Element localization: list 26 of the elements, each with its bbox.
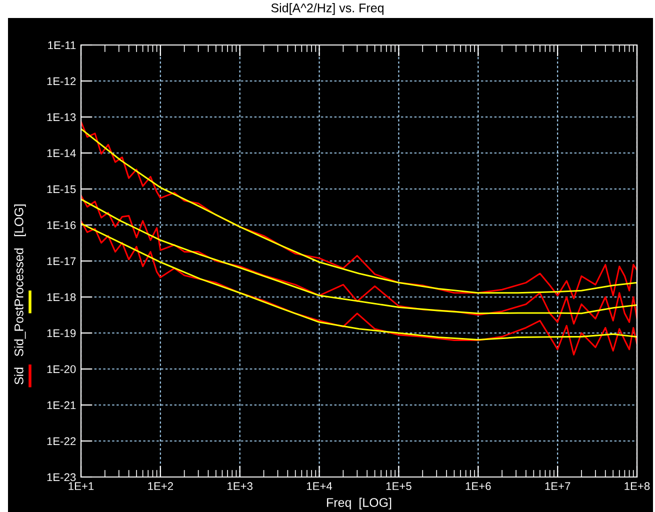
x-tick-label: 1E+7 (545, 482, 570, 490)
y-tick-label: 1E-13 (47, 113, 76, 122)
y-tick-label: 1E-19 (47, 329, 76, 338)
x-axis-title: Freq [LOG] (327, 498, 392, 510)
y-tick-label: 1E-18 (47, 293, 76, 302)
y-tick-label: 1E-21 (47, 401, 76, 410)
y-tick-label: 1E-20 (47, 365, 76, 374)
x-tick-label: 1E+4 (307, 482, 332, 490)
x-tick-label: 1E+8 (624, 482, 650, 490)
x-tick-label: 1E+6 (466, 482, 491, 490)
legend-label: Sid (14, 368, 24, 384)
legend-label: Sid_PostProcessed (14, 248, 26, 356)
y-tick-label: 1E-12 (47, 77, 76, 86)
x-tick-label: 1E+2 (148, 482, 173, 490)
y-tick-label: 1E-17 (47, 257, 76, 266)
x-tick-label: 1E+3 (228, 482, 252, 490)
y-tick-label: 1E-23 (47, 473, 76, 482)
x-tick-label: 1E+5 (386, 482, 412, 490)
y-tick-label: 1E-11 (48, 41, 76, 50)
y-axis-title: [LOG] (14, 204, 26, 236)
y-tick-label: 1E-15 (47, 185, 76, 194)
y-tick-label: 1E-16 (47, 221, 76, 230)
chart-title: Sid[A^2/Hz] vs. Freq (271, 3, 384, 15)
y-tick-label: 1E-22 (47, 437, 76, 446)
x-tick-label: 1E+1 (68, 482, 94, 490)
y-tick-label: 1E-14 (47, 149, 76, 158)
